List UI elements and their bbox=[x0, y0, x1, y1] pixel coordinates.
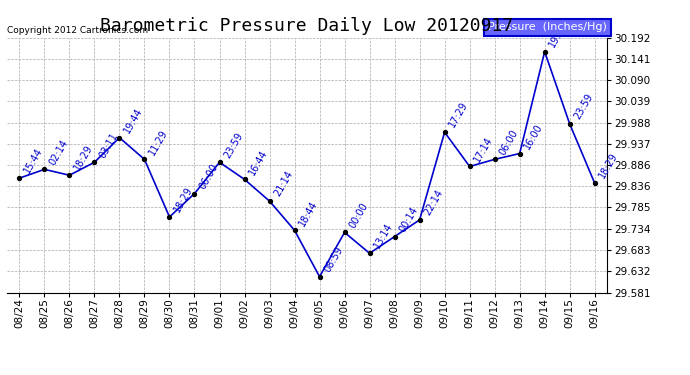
Point bbox=[489, 156, 500, 162]
Point bbox=[339, 230, 350, 236]
Text: 18:44: 18:44 bbox=[297, 198, 320, 228]
Point bbox=[389, 234, 400, 240]
Text: 00:00: 00:00 bbox=[347, 201, 370, 230]
Text: 06:00: 06:00 bbox=[197, 162, 220, 191]
Text: 18:29: 18:29 bbox=[72, 143, 95, 172]
Text: 13:14: 13:14 bbox=[373, 222, 395, 251]
Point bbox=[439, 129, 450, 135]
Point bbox=[464, 164, 475, 170]
Text: Pressure  (Inches/Hg): Pressure (Inches/Hg) bbox=[489, 22, 607, 32]
Point bbox=[214, 159, 225, 165]
Point bbox=[189, 190, 200, 196]
Text: 06:00: 06:00 bbox=[497, 128, 520, 157]
Point bbox=[164, 214, 175, 220]
Text: 21:14: 21:14 bbox=[273, 169, 295, 198]
Title: Barometric Pressure Daily Low 20120917: Barometric Pressure Daily Low 20120917 bbox=[101, 16, 513, 34]
Point bbox=[564, 121, 575, 127]
Text: 18:29: 18:29 bbox=[172, 185, 195, 214]
Point bbox=[139, 156, 150, 162]
Text: Copyright 2012 Cartronics.com: Copyright 2012 Cartronics.com bbox=[7, 26, 148, 35]
Point bbox=[289, 227, 300, 233]
Text: 08:59: 08:59 bbox=[322, 245, 345, 274]
Text: 16:00: 16:00 bbox=[522, 122, 545, 151]
Text: 11:29: 11:29 bbox=[147, 128, 170, 157]
Point bbox=[589, 180, 600, 186]
Text: 00:14: 00:14 bbox=[397, 205, 420, 234]
Text: 16:44: 16:44 bbox=[247, 148, 270, 177]
Point bbox=[539, 49, 550, 55]
Point bbox=[264, 198, 275, 204]
Point bbox=[314, 274, 325, 280]
Point bbox=[114, 135, 125, 141]
Text: 17:14: 17:14 bbox=[473, 135, 495, 164]
Text: 15:44: 15:44 bbox=[22, 146, 45, 176]
Text: 23:59: 23:59 bbox=[222, 130, 245, 159]
Point bbox=[14, 175, 25, 181]
Point bbox=[64, 172, 75, 178]
Point bbox=[39, 166, 50, 172]
Text: 19:44: 19:44 bbox=[122, 106, 145, 135]
Text: 02:14: 02:14 bbox=[47, 138, 70, 166]
Text: 23:59: 23:59 bbox=[573, 92, 595, 121]
Text: 22:14: 22:14 bbox=[422, 188, 445, 217]
Point bbox=[239, 176, 250, 182]
Point bbox=[364, 250, 375, 256]
Text: 19:14: 19:14 bbox=[547, 20, 570, 49]
Text: 18:29: 18:29 bbox=[598, 151, 620, 180]
Point bbox=[414, 217, 425, 223]
Text: 03:11: 03:11 bbox=[97, 130, 120, 159]
Point bbox=[89, 159, 100, 165]
Point bbox=[514, 150, 525, 156]
Text: 17:29: 17:29 bbox=[447, 100, 470, 129]
